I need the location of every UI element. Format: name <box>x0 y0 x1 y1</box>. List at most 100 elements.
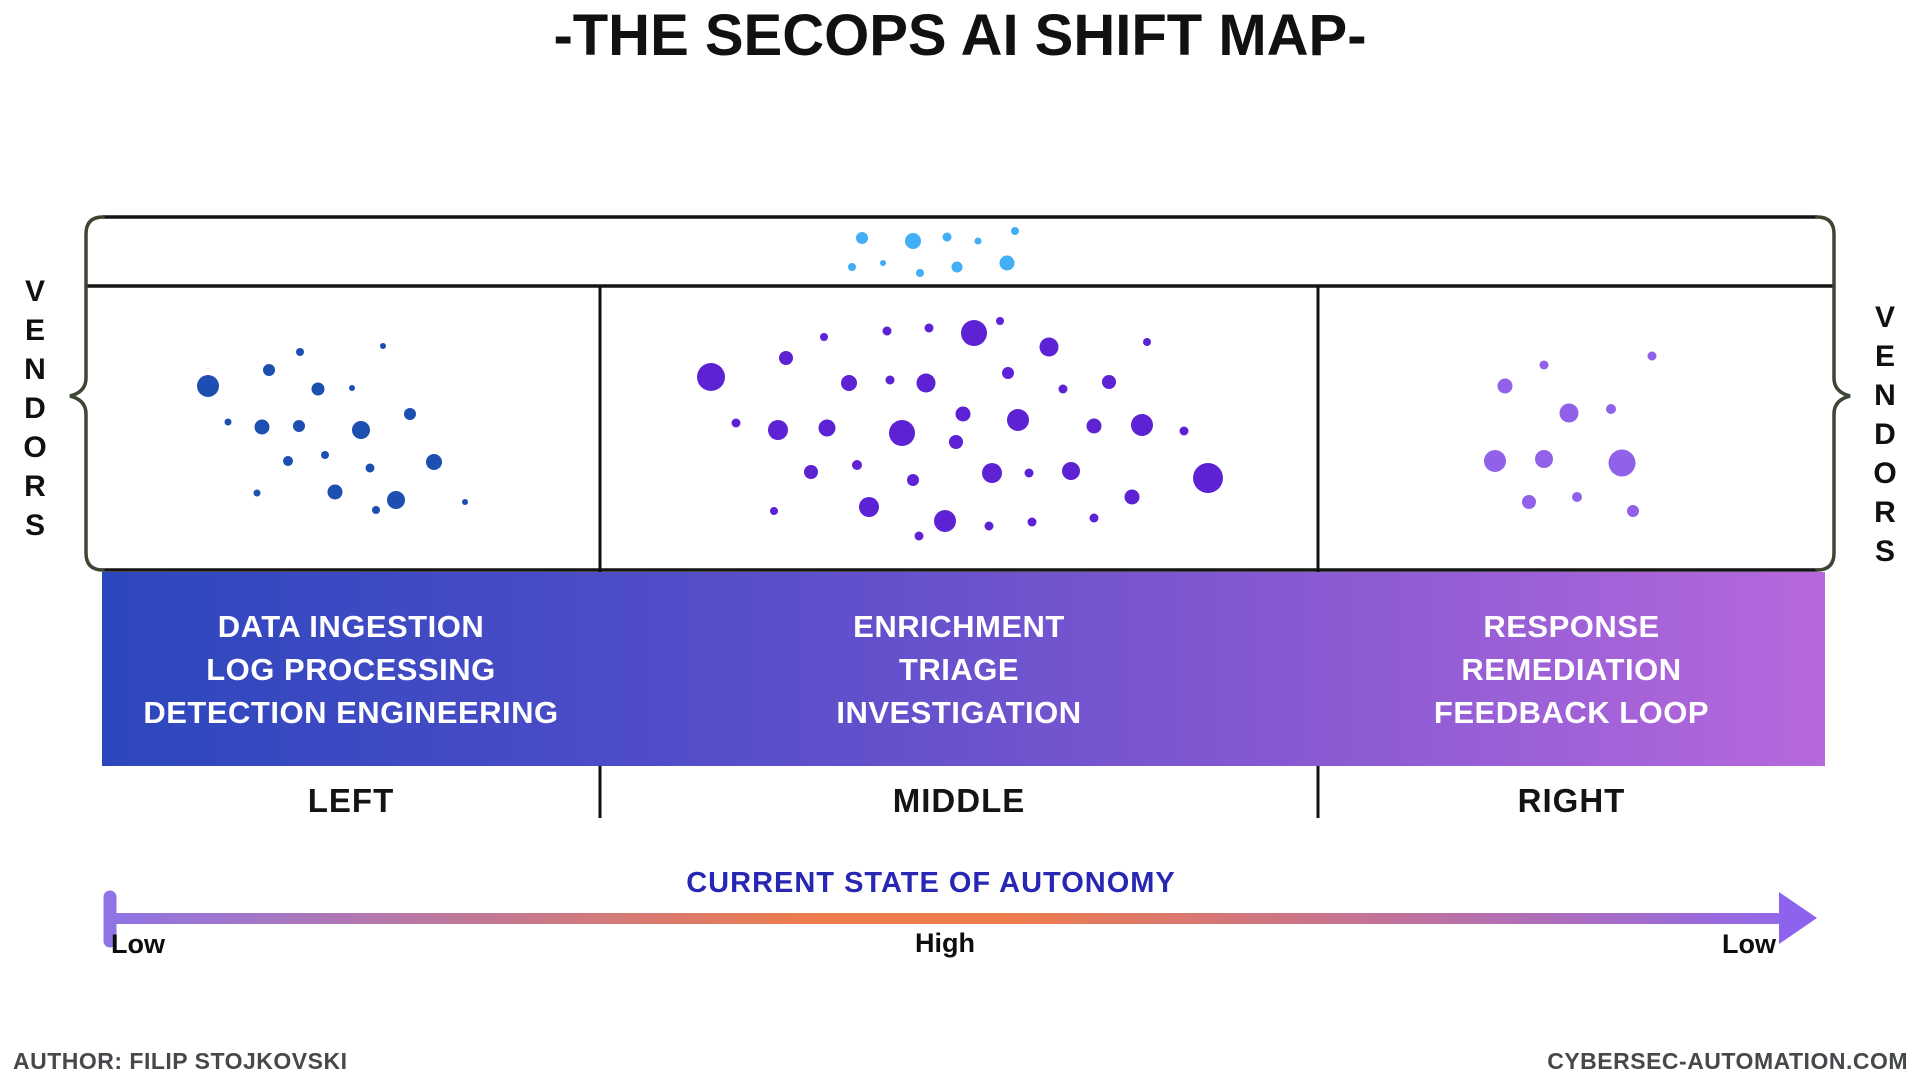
left-zone-vendors-dot <box>404 408 416 420</box>
zone-label-right: RIGHT <box>1517 782 1626 819</box>
service-line: DATA INGESTION <box>217 608 485 644</box>
left-zone-vendors-dot <box>263 364 275 376</box>
service-line: DETECTION ENGINEERING <box>143 694 559 730</box>
left-zone-vendors-dot <box>352 421 370 439</box>
middle-zone-vendors-dot <box>982 463 1002 483</box>
right-zone-vendors-dot <box>1522 495 1536 509</box>
right-brace <box>1815 215 1851 572</box>
right-zone-vendors-dot <box>1608 449 1636 477</box>
middle-zone-vendors-dot <box>768 420 788 440</box>
middle-zone-vendors-dot <box>889 420 915 446</box>
middle-zone-vendors-dot <box>731 418 741 428</box>
zone-label-middle: MIDDLE <box>892 782 1026 819</box>
left-zone-vendors-dot <box>327 484 343 500</box>
left-zone-vendors-dot <box>372 506 380 514</box>
middle-zone-vendors-dot <box>934 510 956 532</box>
left-zone-vendors-dot <box>462 499 468 505</box>
left-brace <box>69 215 105 572</box>
right-zone-vendors-dot <box>1497 378 1513 394</box>
middle-zone-vendors-dot <box>961 320 987 346</box>
middle-zone-vendors-dot <box>1143 338 1151 346</box>
autonomy-arrow-shaft <box>110 913 1782 924</box>
left-zone-vendors-dot <box>426 454 442 470</box>
middle-zone-vendors-dot <box>996 317 1004 325</box>
left-zone-vendors-dot <box>197 375 219 397</box>
right-zone-vendors-dot <box>1539 360 1549 370</box>
middle-zone-vendors-dot <box>1089 513 1099 523</box>
middle-zone-vendors-dot <box>1039 337 1059 357</box>
middle-zone-vendors-dot <box>852 460 862 470</box>
left-zone-vendors-dot <box>296 348 304 356</box>
axis-label-low-left: Low <box>111 929 165 959</box>
left-zone-vendors-dot <box>387 491 405 509</box>
service-line: RESPONSE <box>1483 608 1660 644</box>
top-strip-vendors-dot <box>942 232 952 242</box>
axis-label-low-right: Low <box>1722 929 1776 959</box>
middle-zone-vendors-dot <box>1193 463 1223 493</box>
autonomy-arrow-head <box>1779 892 1817 944</box>
middle-zone-vendors-dot <box>1002 367 1014 379</box>
middle-zone-vendors-dot <box>1131 414 1153 436</box>
middle-zone-vendors-dot <box>882 326 892 336</box>
service-line: INVESTIGATION <box>836 694 1082 730</box>
top-strip-vendors-dot <box>999 255 1015 271</box>
middle-zone-vendors-dot <box>907 474 919 486</box>
service-line: FEEDBACK LOOP <box>1433 694 1710 730</box>
left-zone-vendors-dot <box>224 418 232 426</box>
author-credit: AUTHOR: FILIP STOJKOVSKI <box>13 1048 348 1074</box>
left-zone-vendors-dot <box>311 382 325 396</box>
middle-zone-vendors-dot <box>859 497 879 517</box>
right-zone-vendors-dot <box>1606 404 1616 414</box>
service-line: REMEDIATION <box>1461 651 1682 687</box>
middle-zone-vendors-dot <box>955 406 971 422</box>
middle-zone-vendors-dot <box>924 323 934 333</box>
left-zone-vendors-dot <box>380 343 386 349</box>
middle-zone-vendors-dot <box>779 351 793 365</box>
right-zone-vendors-dot <box>1647 351 1657 361</box>
middle-zone-vendors-dot <box>1062 462 1080 480</box>
top-strip-vendors-dot <box>974 237 982 245</box>
zone-left-services: DATA INGESTION LOG PROCESSING DETECTION … <box>102 572 600 766</box>
right-zone-vendors-dot <box>1484 450 1506 472</box>
middle-zone-vendors-dot <box>1179 426 1189 436</box>
top-strip-vendors-dot <box>951 261 963 273</box>
middle-zone-vendors-dot <box>770 507 778 515</box>
vendor-dots <box>197 227 1657 541</box>
middle-zone-vendors-dot <box>885 375 895 385</box>
middle-zone-vendors-dot <box>818 419 836 437</box>
middle-zone-vendors-dot <box>916 373 936 393</box>
middle-zone-vendors-dot <box>1124 489 1140 505</box>
service-line: TRIAGE <box>898 651 1020 687</box>
middle-zone-vendors-dot <box>1086 418 1102 434</box>
axis-label-high: High <box>915 928 975 958</box>
left-zone-vendors-dot <box>293 420 305 432</box>
middle-zone-vendors-dot <box>1007 409 1029 431</box>
middle-zone-vendors-dot <box>841 375 857 391</box>
zone-label-left: LEFT <box>307 782 395 819</box>
top-strip-vendors-dot <box>856 232 868 244</box>
top-strip-vendors-dot <box>880 260 886 266</box>
autonomy-axis-title: CURRENT STATE OF AUTONOMY <box>686 867 1176 899</box>
page-title: -THE SECOPS AI SHIFT MAP- <box>553 3 1367 68</box>
middle-zone-vendors-dot <box>697 363 725 391</box>
website-credit: CYBERSEC-AUTOMATION.COM <box>1547 1048 1908 1074</box>
left-zone-vendors-dot <box>283 456 293 466</box>
zone-labels-row: LEFT MIDDLE RIGHT <box>102 778 1825 824</box>
middle-zone-vendors-dot <box>804 465 818 479</box>
right-zone-vendors-dot <box>1535 450 1553 468</box>
left-zone-vendors-dot <box>321 451 329 459</box>
left-zone-vendors-dot <box>254 419 270 435</box>
middle-zone-vendors-dot <box>820 333 828 341</box>
middle-zone-vendors-dot <box>984 521 994 531</box>
left-zone-vendors-dot <box>349 385 355 391</box>
middle-zone-vendors-dot <box>949 435 963 449</box>
left-zone-vendors-dot <box>253 489 261 497</box>
top-strip-vendors-dot <box>916 269 924 277</box>
middle-zone-vendors-dot <box>1058 384 1068 394</box>
service-line: ENRICHMENT <box>853 608 1065 644</box>
top-strip-vendors-dot <box>905 233 921 249</box>
zone-right-services: RESPONSE REMEDIATION FEEDBACK LOOP <box>1318 572 1825 766</box>
